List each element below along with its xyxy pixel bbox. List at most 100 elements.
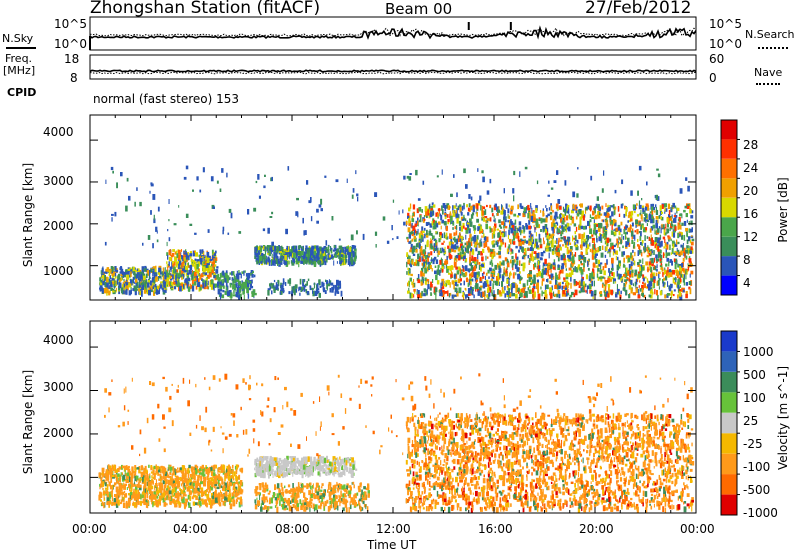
power-cell	[110, 283, 113, 288]
power-cell	[553, 228, 555, 234]
power-cell	[615, 280, 617, 284]
power-cell	[430, 208, 433, 211]
power-cell	[626, 255, 630, 258]
power-cell	[631, 239, 634, 244]
power-cell	[593, 242, 595, 248]
power-cell	[605, 219, 609, 225]
power-cell	[533, 264, 535, 270]
power-cell	[557, 290, 560, 295]
power-cell	[445, 232, 448, 237]
power-cell	[663, 277, 666, 281]
power-cell	[688, 258, 692, 263]
power-cell	[514, 233, 518, 239]
power-cell	[214, 257, 217, 263]
power-cell	[577, 264, 581, 268]
power-cell	[438, 221, 441, 225]
velocity-cell	[365, 425, 367, 428]
velocity-cell	[228, 433, 232, 437]
power-cell	[487, 287, 490, 293]
beam-label: Beam 00	[385, 0, 453, 18]
power-cell	[625, 255, 628, 259]
power-cell	[109, 285, 111, 290]
power-cell	[574, 204, 578, 211]
power-cell	[473, 235, 477, 241]
power-cell	[522, 225, 524, 230]
power-cell	[150, 280, 152, 286]
power-cell	[500, 226, 503, 229]
power-cell	[107, 276, 109, 283]
power-cell	[652, 224, 656, 229]
power-cell	[205, 255, 207, 261]
power-cell	[496, 228, 500, 231]
power-cell	[341, 260, 345, 266]
power-cell	[540, 217, 543, 224]
power-cell	[583, 226, 586, 230]
power-cell	[328, 279, 330, 283]
power-cell	[542, 208, 544, 213]
power-cell	[480, 251, 483, 256]
power-cell	[320, 198, 323, 205]
power-cell	[340, 290, 343, 297]
power-cell	[513, 259, 516, 263]
power-cell	[455, 225, 458, 230]
velocity-cell	[117, 425, 121, 428]
power-cell	[461, 218, 465, 221]
power-cell	[466, 204, 468, 208]
power-cell	[322, 259, 324, 265]
power-cell	[597, 267, 600, 272]
power-cell	[576, 239, 579, 244]
power-cell	[593, 207, 595, 210]
power-cell	[651, 240, 654, 246]
power-cell	[637, 263, 640, 267]
power-cell	[655, 220, 658, 225]
power-cell	[409, 203, 412, 209]
velocity-cell	[261, 383, 264, 387]
power-cell	[171, 269, 173, 275]
velocity-cell	[547, 439, 550, 445]
power-cell	[168, 237, 171, 242]
power-cell	[508, 288, 511, 294]
power-cell	[602, 266, 605, 271]
power-cell	[320, 260, 322, 264]
velocity-cell	[163, 448, 166, 453]
power-cell	[570, 269, 574, 275]
power-cell	[677, 232, 680, 239]
power-cell	[561, 228, 564, 235]
power-cell	[593, 224, 597, 230]
power-cell	[173, 266, 176, 272]
power-cell	[417, 253, 420, 260]
power-cell	[548, 207, 551, 211]
power-cell	[602, 227, 604, 234]
power-cell	[441, 233, 444, 238]
power-cell	[510, 205, 514, 210]
power-cell	[352, 251, 355, 258]
power-cell	[645, 206, 648, 211]
power-cell	[163, 279, 166, 282]
power-cell	[299, 292, 301, 296]
power-cell	[619, 246, 621, 252]
power-cell	[339, 245, 343, 249]
power-cell	[205, 280, 208, 287]
power-cell	[213, 260, 216, 266]
power-cell	[498, 255, 502, 259]
power-cell	[127, 268, 131, 271]
power-cell	[527, 212, 530, 219]
power-cell	[613, 209, 616, 216]
power-cell	[265, 260, 268, 263]
power-cell	[336, 252, 339, 257]
power-cell	[350, 234, 354, 241]
power-cell	[407, 282, 409, 287]
power-cell	[247, 209, 250, 215]
power-cell	[688, 236, 691, 242]
power-cell	[243, 270, 245, 276]
power-cell	[195, 252, 198, 257]
power-cell	[474, 230, 476, 234]
power-cell	[459, 207, 462, 213]
power-cell	[260, 259, 263, 264]
power-cell	[435, 212, 438, 217]
power-cell	[609, 251, 611, 258]
power-cell	[637, 190, 639, 196]
power-cell	[670, 252, 673, 255]
power-cell	[149, 190, 151, 194]
power-cell	[574, 244, 578, 248]
